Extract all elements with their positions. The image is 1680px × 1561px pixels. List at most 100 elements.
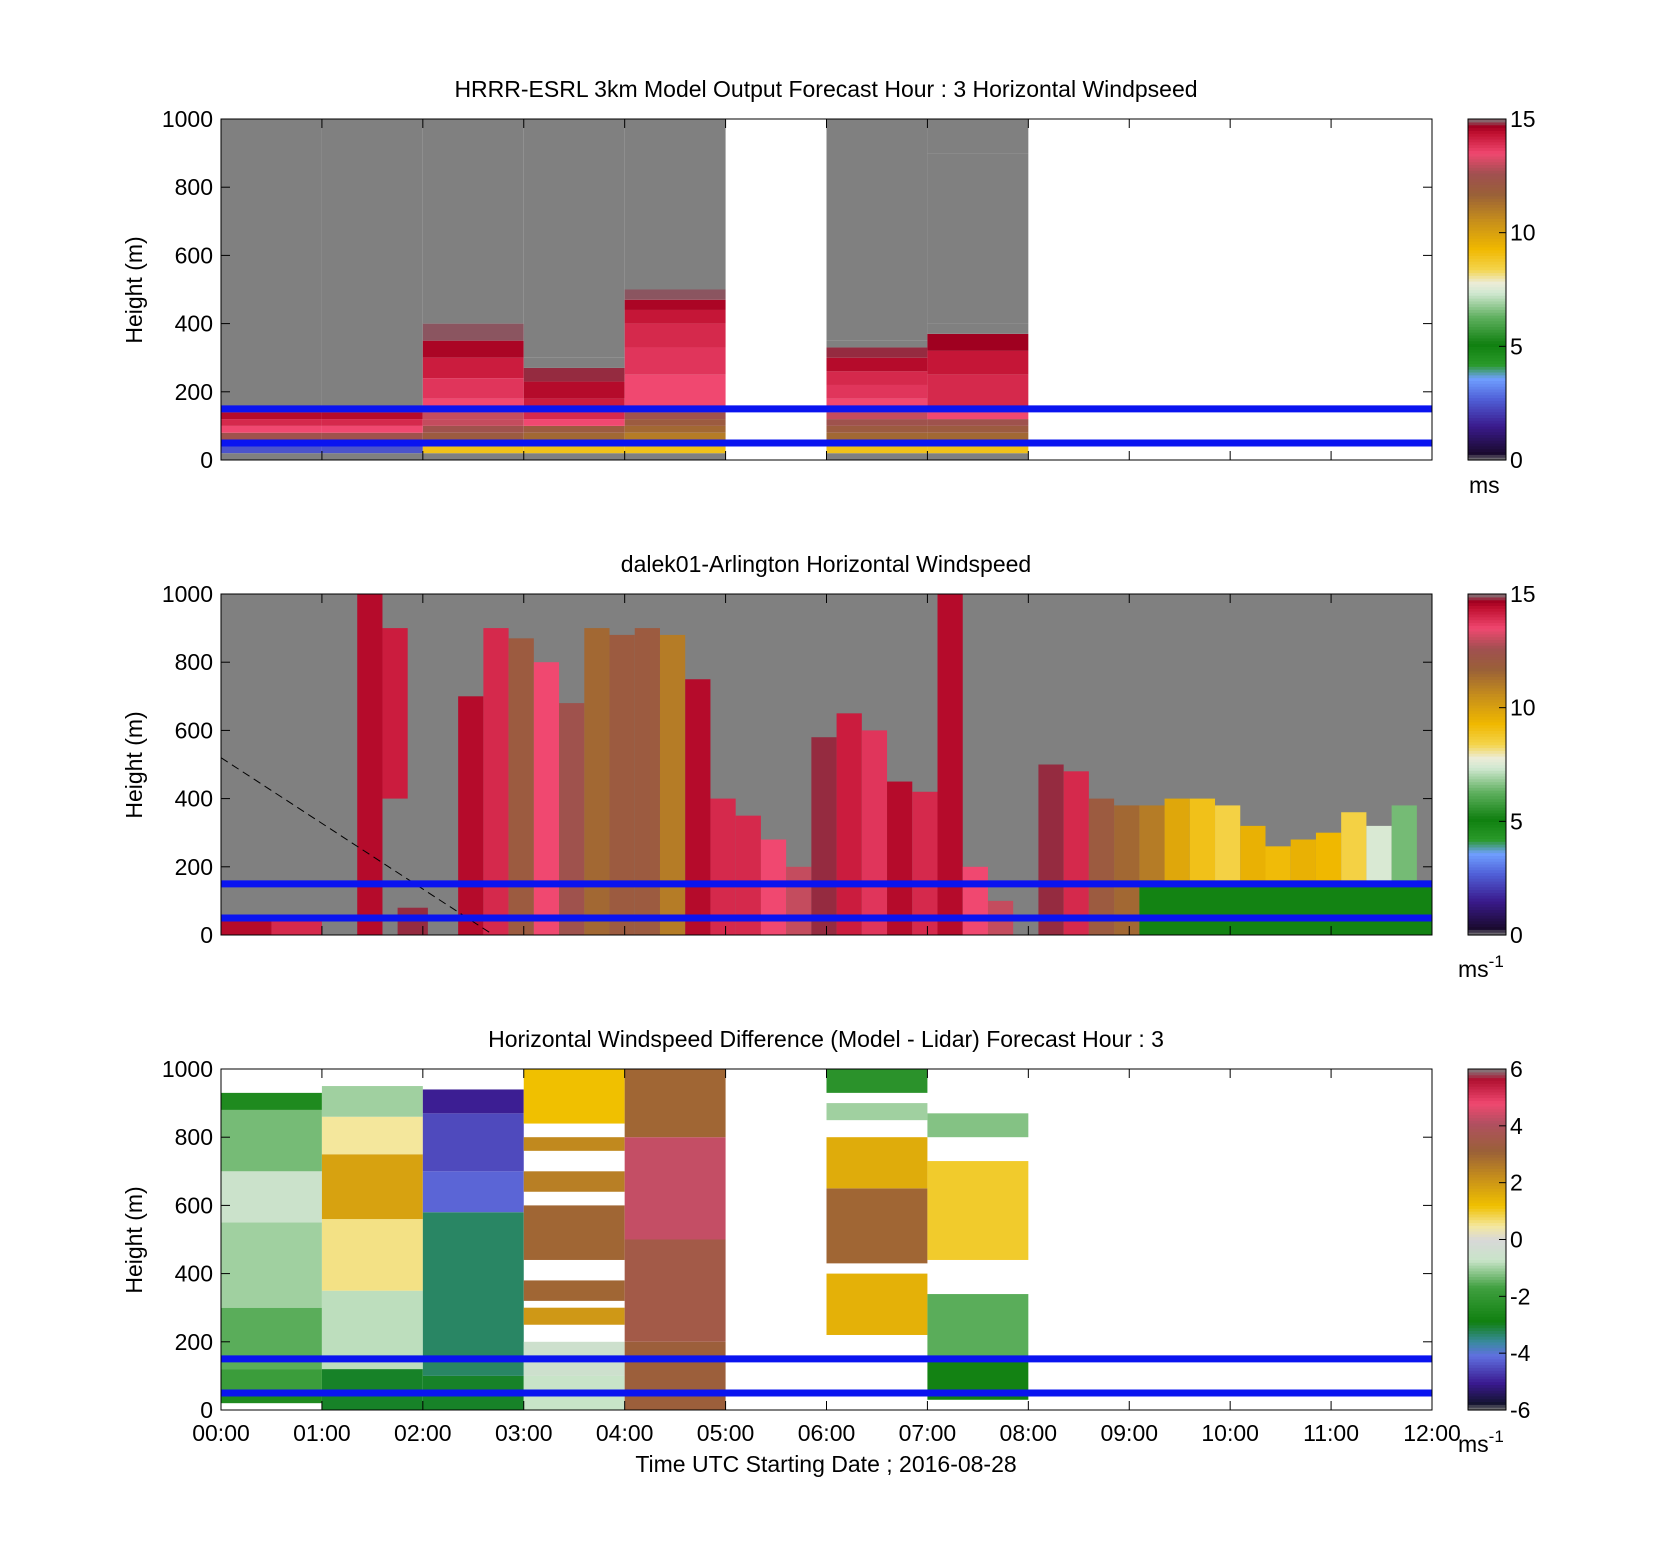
colorbar-swatch [1468,1336,1506,1340]
colorbar-swatch [1468,241,1506,245]
colorbar-swatch [1468,1381,1506,1386]
heatmap-cell [321,453,423,460]
colorbar-swatch [1468,1168,1506,1172]
colorbar-swatch [1468,750,1506,754]
colorbar-swatch [1468,360,1506,364]
colorbar-swatch [1468,619,1506,624]
colorbar-swatch [1468,1131,1506,1135]
heatmap-cell [221,1092,322,1110]
colorbar-swatch [1468,343,1506,347]
colorbar-swatch [1468,764,1506,768]
ytick-label: 200 [175,1329,213,1355]
colorbar-swatch [1468,645,1506,649]
colorbar-swatch [1468,841,1506,845]
heatmap-cell [826,1273,928,1335]
colorbar-swatch [1468,1319,1506,1323]
colorbar-swatch [1468,1154,1506,1158]
colorbar-swatch [1468,1120,1506,1124]
heatmap-cell [927,419,1029,426]
panel3-title: Horizontal Windspeed Difference (Model -… [488,1026,1164,1052]
heatmap-cell [523,357,625,368]
colorbar-swatch [1468,386,1506,390]
panel2-reference-lines [221,880,1432,922]
colorbar-swatch [1468,755,1506,760]
heatmap-cell [624,119,726,290]
heatmap-cell [937,594,963,935]
panel2-title: dalek01-Arlington Horizontal Windspeed [621,551,1031,577]
heatmap-cell [927,350,1029,375]
colorbar-swatch [1468,741,1506,746]
heatmap-cell [523,425,625,433]
colorbar-swatch [1468,289,1506,293]
colorbar-swatch [1468,437,1506,441]
colorbar-tick-label: -2 [1510,1283,1530,1309]
panel2-yticks: 0 200 400 600 800 1000 [162,581,1432,948]
ytick-label: 600 [175,717,213,743]
heatmap-cell [321,446,423,454]
colorbar-swatch [1468,1253,1506,1258]
colorbar-swatch [1468,1333,1506,1337]
xtick-label: 06:00 [798,1420,856,1446]
heatmap-cell [624,1239,726,1342]
heatmap-cell [786,866,812,935]
colorbar-swatch [1468,682,1506,686]
colorbar-swatch [1468,1367,1506,1371]
ytick-label: 200 [175,379,213,405]
colorbar-swatch [1468,144,1506,149]
heatmap-cell [221,119,322,413]
heatmap-cell [332,747,358,789]
heatmap-cell [422,425,524,433]
colorbar-swatch [1468,391,1506,396]
colorbar-swatch [1468,136,1506,140]
colorbar-swatch [1468,442,1506,447]
colorbar-swatch [1468,599,1506,604]
colorbar-swatch [1468,827,1506,831]
panel3-reference-lines [221,1355,1432,1397]
colorbar-swatch [1468,431,1506,436]
heatmap-cell [826,446,928,454]
colorbar-swatch [1468,420,1506,424]
heatmap-cell [624,299,726,310]
colorbar-swatch [1468,315,1506,319]
xtick-label: 00:00 [192,1420,250,1446]
colorbar-swatch [1468,909,1506,913]
colorbar-swatch [1468,246,1506,251]
colorbar-swatch [1468,403,1506,407]
colorbar-swatch [1468,673,1506,678]
colorbar-swatch [1468,1157,1506,1161]
colorbar-swatch [1468,758,1506,763]
colorbar-swatch [1468,821,1506,825]
colorbar-swatch [1468,309,1506,313]
heatmap-cell [321,1154,423,1220]
colorbar-swatch [1468,1313,1506,1317]
colorbar-swatch [1468,280,1506,285]
colorbar-swatch [1468,1128,1506,1133]
heatmap-cell [826,1137,928,1189]
colorbar-swatch [1468,929,1506,933]
heatmap-cell [1088,798,1115,935]
panel-lidar: dalek01-Arlington Horizontal Windspeed H… [121,551,1536,982]
colorbar-swatch [1468,238,1506,242]
colorbar-swatch [1468,761,1506,766]
colorbar-swatch [1468,1344,1506,1349]
heatmap-cell [826,347,928,358]
panel1-heatmap [221,119,1029,460]
colorbar-swatch [1468,269,1506,274]
colorbar-tick-label: 15 [1510,106,1536,132]
colorbar-swatch [1468,232,1506,237]
colorbar-swatch [1468,400,1506,404]
colorbar-swatch [1468,747,1506,751]
colorbar-swatch [1468,795,1506,800]
colorbar-swatch [1468,915,1506,919]
colorbar-swatch [1468,332,1506,336]
heatmap-cell [321,425,423,433]
colorbar-swatch [1468,1302,1506,1306]
heatmap-cell [422,340,524,358]
colorbar-swatch [1468,787,1506,791]
colorbar-swatch [1468,1159,1506,1164]
colorbar-swatch [1468,662,1506,666]
colorbar-swatch [1468,801,1506,805]
panel-model-output: HRRR-ESRL 3km Model Output Forecast Hour… [121,76,1536,498]
colorbar-tick-label: 2 [1510,1170,1523,1196]
panel1-xticks [220,119,1433,460]
